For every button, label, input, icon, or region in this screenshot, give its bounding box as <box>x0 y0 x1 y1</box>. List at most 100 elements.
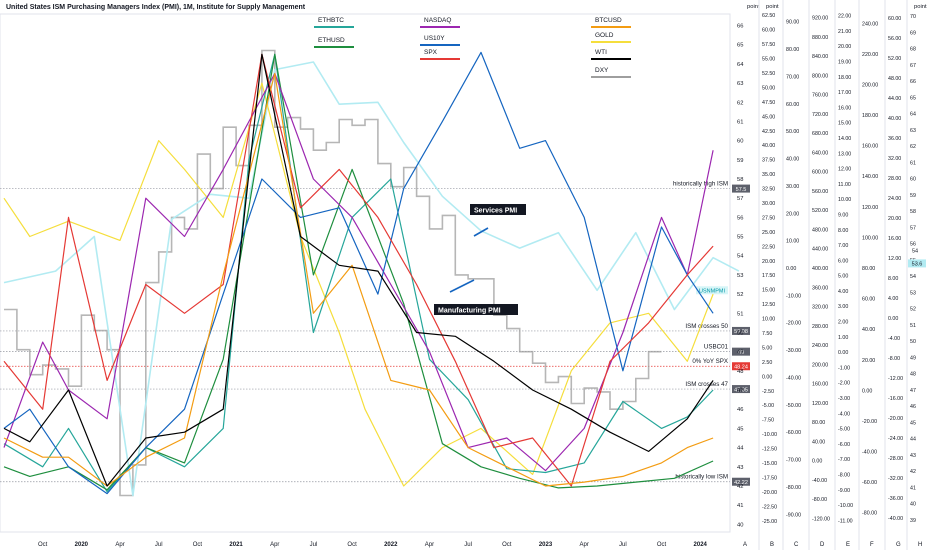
y-tick-label: 53 <box>737 273 743 279</box>
annotation-box <box>470 204 526 215</box>
secondary-tick-label: -30.00 <box>786 348 801 354</box>
reference-badge-value: 42.22 <box>734 480 748 486</box>
x-tick-label: 2022 <box>384 542 398 548</box>
reference-badge <box>732 362 750 371</box>
secondary-tick-label: 59 <box>910 193 916 199</box>
secondary-tick-label: 42 <box>910 469 916 475</box>
secondary-tick-label: -3.00 <box>838 396 850 402</box>
secondary-tick-label: -40.00 <box>786 375 801 381</box>
secondary-tick-label: 48 <box>910 372 916 378</box>
secondary-tick-label: -10.00 <box>786 293 801 299</box>
axis-letter: F <box>870 542 874 548</box>
y-tick-label: 45 <box>737 426 743 432</box>
legend-label: ETHBTC <box>318 17 344 24</box>
secondary-tick-label: -7.50 <box>762 418 774 424</box>
secondary-tick-label: -10.00 <box>762 432 777 438</box>
secondary-tick-label: 10.00 <box>762 317 775 323</box>
series-line-wti <box>3 53 714 487</box>
secondary-tick-label: 760.00 <box>812 93 828 99</box>
secondary-tick-label: 6.00 <box>838 258 848 264</box>
axis-letter: C <box>794 542 799 548</box>
axis-letter: D <box>820 542 825 548</box>
legend-label: GOLD <box>595 32 614 39</box>
secondary-tick-label: 52 <box>910 307 916 313</box>
secondary-tick-label: 60.00 <box>762 28 775 34</box>
secondary-tick-label: -4.00 <box>838 411 850 417</box>
reference-label: historically low ISM <box>675 474 728 481</box>
secondary-tick-label: 200.00 <box>812 362 828 368</box>
secondary-tick-label: 21.00 <box>838 29 851 35</box>
secondary-tick-label: 52.00 <box>888 56 901 62</box>
axis-letter: H <box>918 542 922 548</box>
secondary-tick-label: 16.00 <box>888 236 901 242</box>
secondary-tick-label: -2.00 <box>838 381 850 387</box>
secondary-tick-label: 0.00 <box>862 388 872 394</box>
y-tick-label: 40 <box>737 522 743 528</box>
x-tick-label: 2023 <box>539 542 553 548</box>
secondary-tick-label: 30.00 <box>762 201 775 207</box>
reference-label: ISM crosses 50 <box>685 323 728 330</box>
x-tick-label: Apr <box>115 542 124 548</box>
secondary-tick-label: -8.00 <box>838 472 850 478</box>
secondary-tick-label: -11.00 <box>838 518 853 524</box>
series-line-spx <box>3 53 714 487</box>
last-value-secondary: 54 <box>912 249 918 255</box>
secondary-tick-label: 10.00 <box>838 197 851 203</box>
y-tick-label: 41 <box>737 503 743 509</box>
secondary-tick-label: 55.00 <box>762 57 775 63</box>
secondary-tick-label: 5.00 <box>762 345 772 351</box>
secondary-tick-label: 920.00 <box>812 16 828 22</box>
secondary-tick-label: 140.00 <box>862 174 878 180</box>
secondary-tick-label: 51 <box>910 323 916 329</box>
secondary-tick-label: -9.00 <box>838 488 850 494</box>
secondary-tick-label: 10.00 <box>786 239 799 245</box>
secondary-tick-label: 120.00 <box>812 401 828 407</box>
secondary-tick-label: 50.00 <box>786 129 799 135</box>
secondary-tick-label: 14.00 <box>838 136 851 142</box>
y-tick-label: 60 <box>737 139 743 145</box>
secondary-tick-label: -12.00 <box>888 376 903 382</box>
secondary-tick-label: 80.00 <box>812 420 825 426</box>
secondary-tick-label: 0.00 <box>838 350 848 356</box>
secondary-tick-label: 12.00 <box>888 256 901 262</box>
series-line-ethbtc <box>3 53 714 493</box>
secondary-tick-label: 16.00 <box>838 105 851 111</box>
y-tick-label: 47 <box>737 388 743 394</box>
annotation-box <box>434 304 518 315</box>
secondary-tick-label: 22.00 <box>838 14 851 20</box>
secondary-tick-label: 2.50 <box>762 360 772 366</box>
secondary-tick-label: 520.00 <box>812 208 828 214</box>
reference-label: 0% YoY SPX <box>692 358 728 365</box>
secondary-tick-label: -22.50 <box>762 504 777 510</box>
secondary-tick-label: -20.00 <box>786 321 801 327</box>
secondary-tick-label: 60.00 <box>862 297 875 303</box>
secondary-tick-label: 56.00 <box>888 36 901 42</box>
secondary-tick-label: 64 <box>910 112 916 118</box>
secondary-axis-unit: point <box>766 4 779 10</box>
usnmpmi-label: USNMPMI <box>699 288 725 294</box>
last-value-badge <box>908 259 926 268</box>
secondary-tick-label: 120.00 <box>862 205 878 211</box>
secondary-tick-label: -16.00 <box>888 396 903 402</box>
secondary-tick-label: 48.00 <box>888 76 901 82</box>
secondary-tick-label: 160.00 <box>862 144 878 150</box>
series-line-gold <box>3 82 714 487</box>
secondary-tick-label: 44 <box>910 437 916 443</box>
legend-label: WTI <box>595 49 607 56</box>
secondary-axis-unit: point <box>914 4 927 10</box>
secondary-tick-label: 69 <box>910 30 916 36</box>
y-tick-label: 56 <box>737 215 743 221</box>
y-tick-label: 58 <box>737 177 743 183</box>
reference-badge <box>732 326 750 335</box>
secondary-tick-label: 49 <box>910 355 916 361</box>
axis-letter: B <box>770 542 774 548</box>
secondary-tick-label: 35.00 <box>762 172 775 178</box>
secondary-tick-label: 50.00 <box>762 85 775 91</box>
secondary-tick-label: 17.00 <box>838 90 851 96</box>
reference-badge-value: 50.08 <box>734 329 748 335</box>
x-tick-label: Jul <box>310 542 318 548</box>
y-tick-label: 57 <box>737 196 743 202</box>
reference-badge-value: 57.5 <box>736 187 747 193</box>
legend-label: SPX <box>424 49 438 56</box>
